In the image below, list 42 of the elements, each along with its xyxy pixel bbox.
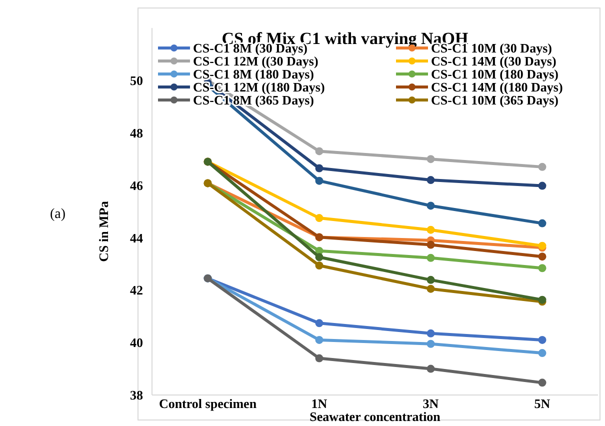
y-tick-label: 44 [130, 230, 144, 246]
point [315, 164, 324, 172]
point [426, 202, 435, 210]
x-axis-title: Seawater concentration [310, 409, 442, 424]
point [538, 162, 546, 171]
point [426, 254, 435, 262]
point [315, 354, 324, 362]
point [315, 147, 324, 156]
point [426, 340, 435, 348]
point [315, 336, 324, 344]
point [426, 276, 435, 284]
y-tick-label: 38 [130, 388, 144, 403]
x-tick-label: 1N [311, 396, 328, 411]
x-tick-label: 3N [422, 396, 440, 411]
x-tick-label: Control specimen [158, 396, 258, 411]
x-tick-label: 5N [534, 396, 551, 411]
point [315, 214, 324, 222]
point [538, 349, 546, 358]
point [538, 378, 546, 387]
point [538, 336, 546, 344]
point [538, 264, 546, 272]
point [426, 155, 435, 164]
point [538, 182, 546, 190]
point [426, 329, 435, 338]
point [426, 176, 435, 184]
y-axis-title: CS in MPa [96, 200, 111, 262]
point [315, 253, 324, 262]
y-tick-label: 50 [130, 72, 143, 88]
point [426, 284, 435, 293]
point [426, 240, 435, 249]
point [315, 262, 324, 270]
point [538, 252, 546, 261]
point [426, 226, 435, 234]
y-tick-label: 42 [130, 282, 143, 298]
point [426, 364, 435, 373]
point [315, 319, 324, 328]
point [315, 176, 324, 185]
point [538, 219, 546, 228]
text: (a) [50, 207, 66, 222]
y-tick-label: 46 [130, 178, 144, 193]
y-tick-label: 40 [130, 335, 143, 350]
y-tick-label: 48 [130, 125, 144, 140]
